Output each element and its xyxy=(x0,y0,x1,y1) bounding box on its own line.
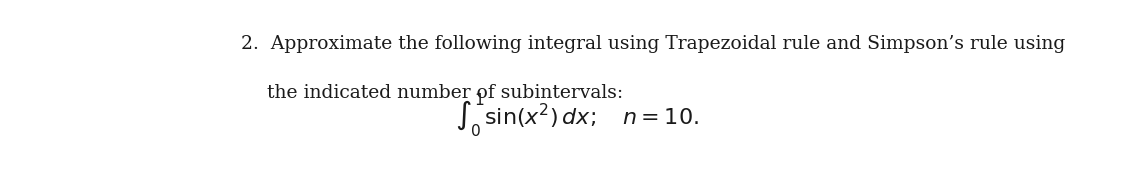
Text: 2.  Approximate the following integral using Trapezoidal rule and Simpson’s rule: 2. Approximate the following integral us… xyxy=(241,35,1065,53)
Text: $\int_{0}^{1} \sin(x^2)\,dx; \quad n = 10.$: $\int_{0}^{1} \sin(x^2)\,dx; \quad n = 1… xyxy=(455,92,699,139)
Text: the indicated number of subintervals:: the indicated number of subintervals: xyxy=(267,84,623,102)
